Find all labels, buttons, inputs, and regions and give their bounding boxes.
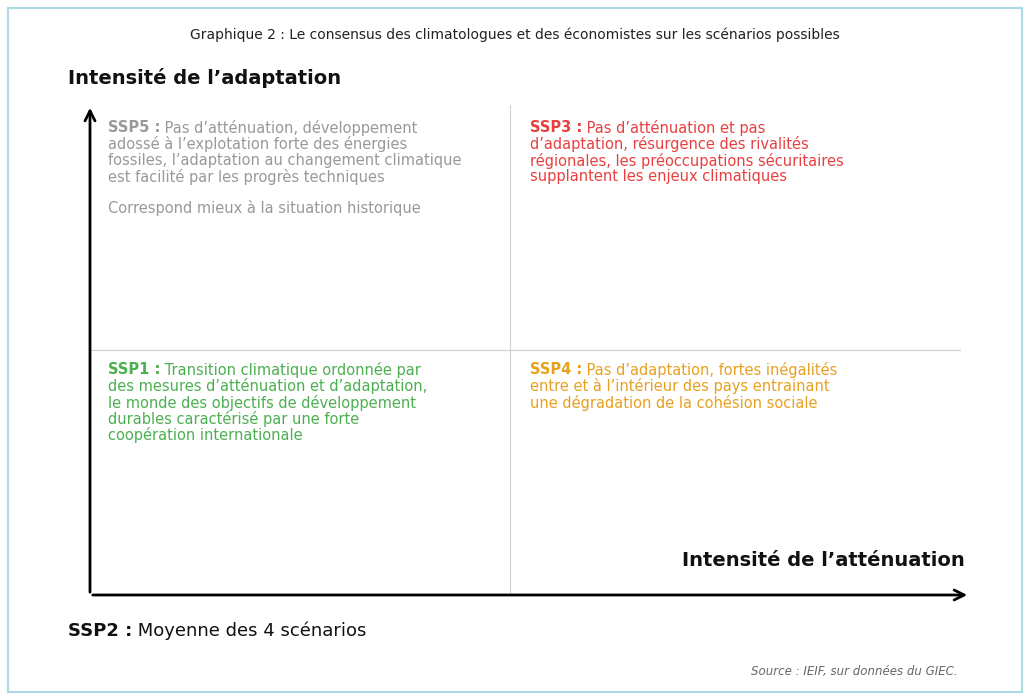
Text: d’adaptation, résurgence des rivalités: d’adaptation, résurgence des rivalités [530, 136, 809, 153]
Text: SSP1 :: SSP1 : [108, 362, 161, 377]
Text: Pas d’adaptation, fortes inégalités: Pas d’adaptation, fortes inégalités [582, 362, 837, 378]
Text: SSP5 :: SSP5 : [108, 120, 161, 135]
Text: Pas d’atténuation, développement: Pas d’atténuation, développement [161, 120, 418, 136]
Text: Correspond mieux à la situation historique: Correspond mieux à la situation historiq… [108, 200, 420, 216]
Text: Transition climatique ordonnée par: Transition climatique ordonnée par [161, 362, 421, 378]
Text: adossé à l’explotation forte des énergies: adossé à l’explotation forte des énergie… [108, 136, 407, 153]
Text: des mesures d’atténuation et d’adaptation,: des mesures d’atténuation et d’adaptatio… [108, 378, 427, 394]
Text: Intensité de l’atténuation: Intensité de l’atténuation [682, 551, 965, 570]
Text: supplantent les enjeux climatiques: supplantent les enjeux climatiques [530, 169, 787, 184]
Text: Pas d’atténuation et pas: Pas d’atténuation et pas [582, 120, 765, 136]
Text: Source : IEIF, sur données du GIEC.: Source : IEIF, sur données du GIEC. [751, 665, 958, 678]
Text: SSP4 :: SSP4 : [530, 362, 582, 377]
Text: SSP3 :: SSP3 : [530, 120, 582, 135]
Text: une dégradation de la cohésion sociale: une dégradation de la cohésion sociale [530, 395, 818, 410]
Text: fossiles, l’adaptation au changement climatique: fossiles, l’adaptation au changement cli… [108, 153, 461, 167]
Text: entre et à l’intérieur des pays entrainant: entre et à l’intérieur des pays entraina… [530, 378, 829, 394]
Text: est facilité par les progrès techniques: est facilité par les progrès techniques [108, 169, 385, 185]
Text: régionales, les préoccupations sécuritaires: régionales, les préoccupations sécuritai… [530, 153, 844, 169]
Text: coopération internationale: coopération internationale [108, 427, 303, 443]
Text: Graphique 2 : Le consensus des climatologues et des économistes sur les scénario: Graphique 2 : Le consensus des climatolo… [191, 28, 839, 43]
Text: SSP2 :: SSP2 : [68, 622, 132, 640]
Text: Intensité de l’adaptation: Intensité de l’adaptation [68, 68, 341, 88]
Text: le monde des objectifs de développement: le monde des objectifs de développement [108, 395, 416, 410]
Text: Moyenne des 4 scénarios: Moyenne des 4 scénarios [132, 622, 367, 640]
Text: durables caractérisé par une forte: durables caractérisé par une forte [108, 411, 359, 427]
